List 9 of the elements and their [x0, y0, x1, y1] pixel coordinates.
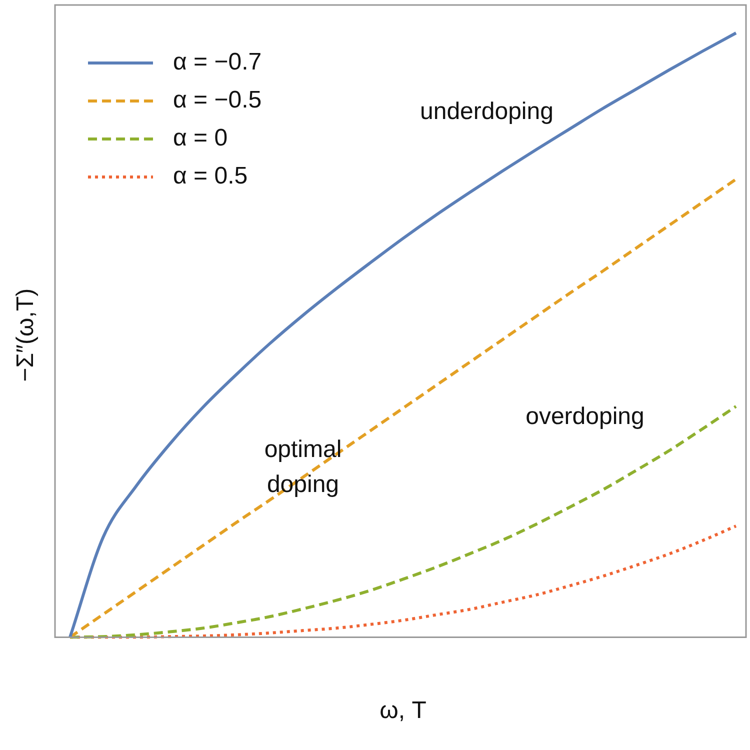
- annotation: optimal doping: [263, 435, 343, 500]
- legend-label: α = −0.7: [173, 48, 262, 76]
- legend-label: α = 0: [173, 124, 228, 152]
- annotation: overdoping: [524, 402, 646, 432]
- y-axis-title: −Σ″(ω,T): [12, 288, 40, 382]
- legend-label: α = 0.5: [173, 162, 248, 190]
- legend-label: α = −0.5: [173, 86, 262, 114]
- annotation: underdoping: [420, 97, 554, 127]
- x-axis-title: ω, T: [380, 697, 427, 724]
